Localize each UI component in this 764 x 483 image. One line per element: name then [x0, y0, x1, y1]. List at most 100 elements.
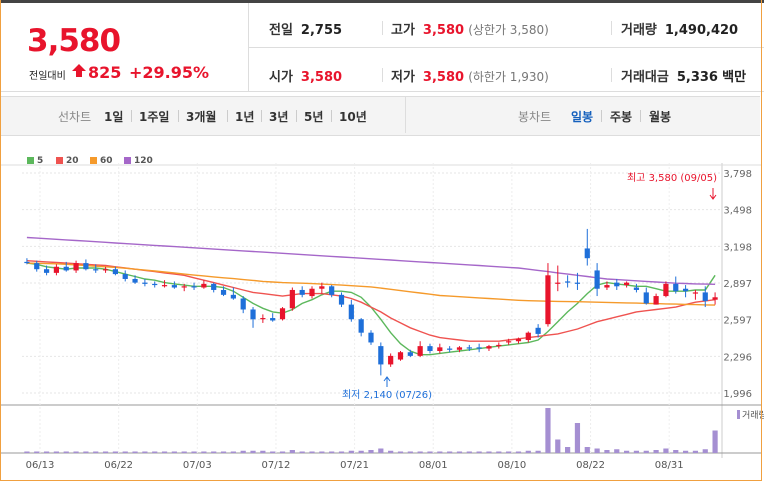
volume-bar: [584, 447, 590, 453]
candle-body: [289, 289, 295, 309]
volume-label: 거래량: [742, 409, 764, 421]
volume-bar: [83, 451, 89, 453]
candle-body: [63, 266, 69, 271]
x-tick-label: 06/22: [104, 460, 133, 471]
volume-bar: [427, 451, 433, 453]
volume-bar: [682, 450, 689, 453]
candle-body: [486, 346, 492, 349]
stat-prev-close: 전일 2,755: [269, 23, 343, 38]
candle-body: [624, 282, 630, 286]
tab-daily[interactable]: 일봉: [571, 110, 594, 124]
volume-bar: [24, 451, 30, 453]
candle-body: [456, 347, 463, 350]
volume-bar: [673, 450, 679, 453]
candle-body: [102, 269, 109, 271]
candle-body: [230, 294, 236, 299]
candle-body: [535, 327, 541, 334]
candle-body: [279, 308, 286, 320]
x-tick-label: 06/13: [26, 460, 55, 471]
candle-body: [329, 286, 335, 295]
volume-bar: [309, 451, 315, 453]
current-price: 3,580: [27, 23, 121, 59]
candle-body: [545, 275, 551, 325]
tab-3year[interactable]: 3년: [269, 110, 289, 124]
candle-body: [594, 270, 600, 289]
y-tick-label: 2,296: [723, 352, 752, 363]
volume-bar: [122, 451, 128, 453]
candle-body: [673, 283, 679, 292]
stat-low: 저가 3,580 (하한가 1,930): [391, 70, 549, 85]
change-value: 825: [88, 63, 122, 82]
volume-bar: [53, 451, 60, 453]
volume-bar: [624, 450, 630, 453]
y-tick-label: 2,897: [723, 279, 752, 290]
y-tick-label: 1,996: [723, 389, 752, 400]
volume-bar: [338, 451, 345, 453]
volume-bar: [358, 450, 364, 453]
tab-monthly[interactable]: 월봉: [649, 110, 672, 124]
tab-1week[interactable]: 1주일: [139, 110, 170, 124]
volume-bar: [112, 451, 118, 453]
candle-body: [397, 352, 404, 360]
candle-body: [447, 348, 453, 350]
candle-body: [614, 282, 620, 287]
tab-5year[interactable]: 5년: [304, 110, 324, 124]
volume-bar: [565, 447, 571, 453]
volume-bar: [614, 449, 620, 453]
y-tick-label: 3,498: [723, 206, 752, 217]
candle-body: [368, 332, 374, 343]
volume-bar: [279, 451, 286, 453]
candle-body: [83, 263, 89, 270]
candle-body: [555, 282, 561, 284]
volume-bar: [329, 451, 335, 453]
volume-bar: [240, 450, 246, 453]
volume-bar: [201, 451, 207, 453]
tab-10year[interactable]: 10년: [339, 110, 367, 124]
candle-body: [73, 263, 79, 271]
candle-body: [122, 274, 128, 279]
candle-body: [152, 283, 158, 286]
candle-body: [407, 352, 413, 356]
volume-bar: [93, 451, 99, 453]
candle-body: [643, 292, 649, 304]
tab-1year[interactable]: 1년: [235, 110, 255, 124]
volume-bar: [496, 451, 502, 453]
volume-bar: [545, 408, 551, 453]
volume-bar: [535, 450, 541, 453]
candle-body: [181, 286, 187, 288]
legend-ma120: 120: [124, 156, 153, 166]
volume-bar: [319, 451, 325, 453]
volume-bar: [270, 451, 276, 453]
candle-body: [584, 248, 590, 259]
volume-bar: [63, 451, 69, 453]
volume-bar: [368, 450, 374, 453]
tab-3month[interactable]: 3개월: [186, 110, 217, 124]
volume-bar: [525, 450, 531, 453]
volume-bar: [348, 450, 354, 453]
stat-high: 고가 3,580 (상한가 3,580): [391, 23, 549, 38]
candlestick-chart[interactable]: 3,798 3,498 3,198 2,897 2,597 2,296 1,996 06/13…: [0, 163, 764, 483]
x-tick-label: 07/03: [183, 460, 212, 471]
candle-body: [338, 294, 345, 305]
candle-body: [161, 285, 168, 287]
stat-open: 시가 3,580: [269, 70, 343, 85]
y-tick-label: 2,597: [723, 316, 752, 327]
candle-body: [604, 285, 610, 288]
line-chart-title: 선차트: [58, 110, 92, 124]
candle-body: [378, 346, 384, 365]
volume-bar: [476, 451, 482, 453]
candle-body: [142, 282, 148, 284]
candle-body: [34, 263, 40, 270]
volume-bar: [220, 451, 227, 453]
volume-bar: [594, 448, 600, 453]
low-annotation: 최저 2,140 (07/26): [342, 389, 432, 401]
candle-body: [388, 355, 394, 365]
candle-body: [53, 266, 60, 273]
ma120-line: [26, 236, 716, 285]
volume-bar: [712, 430, 718, 453]
top-border: [0, 0, 764, 3]
tab-weekly[interactable]: 주봉: [610, 110, 633, 124]
ma60-line: [26, 262, 716, 306]
tab-1day[interactable]: 1일: [104, 110, 124, 124]
